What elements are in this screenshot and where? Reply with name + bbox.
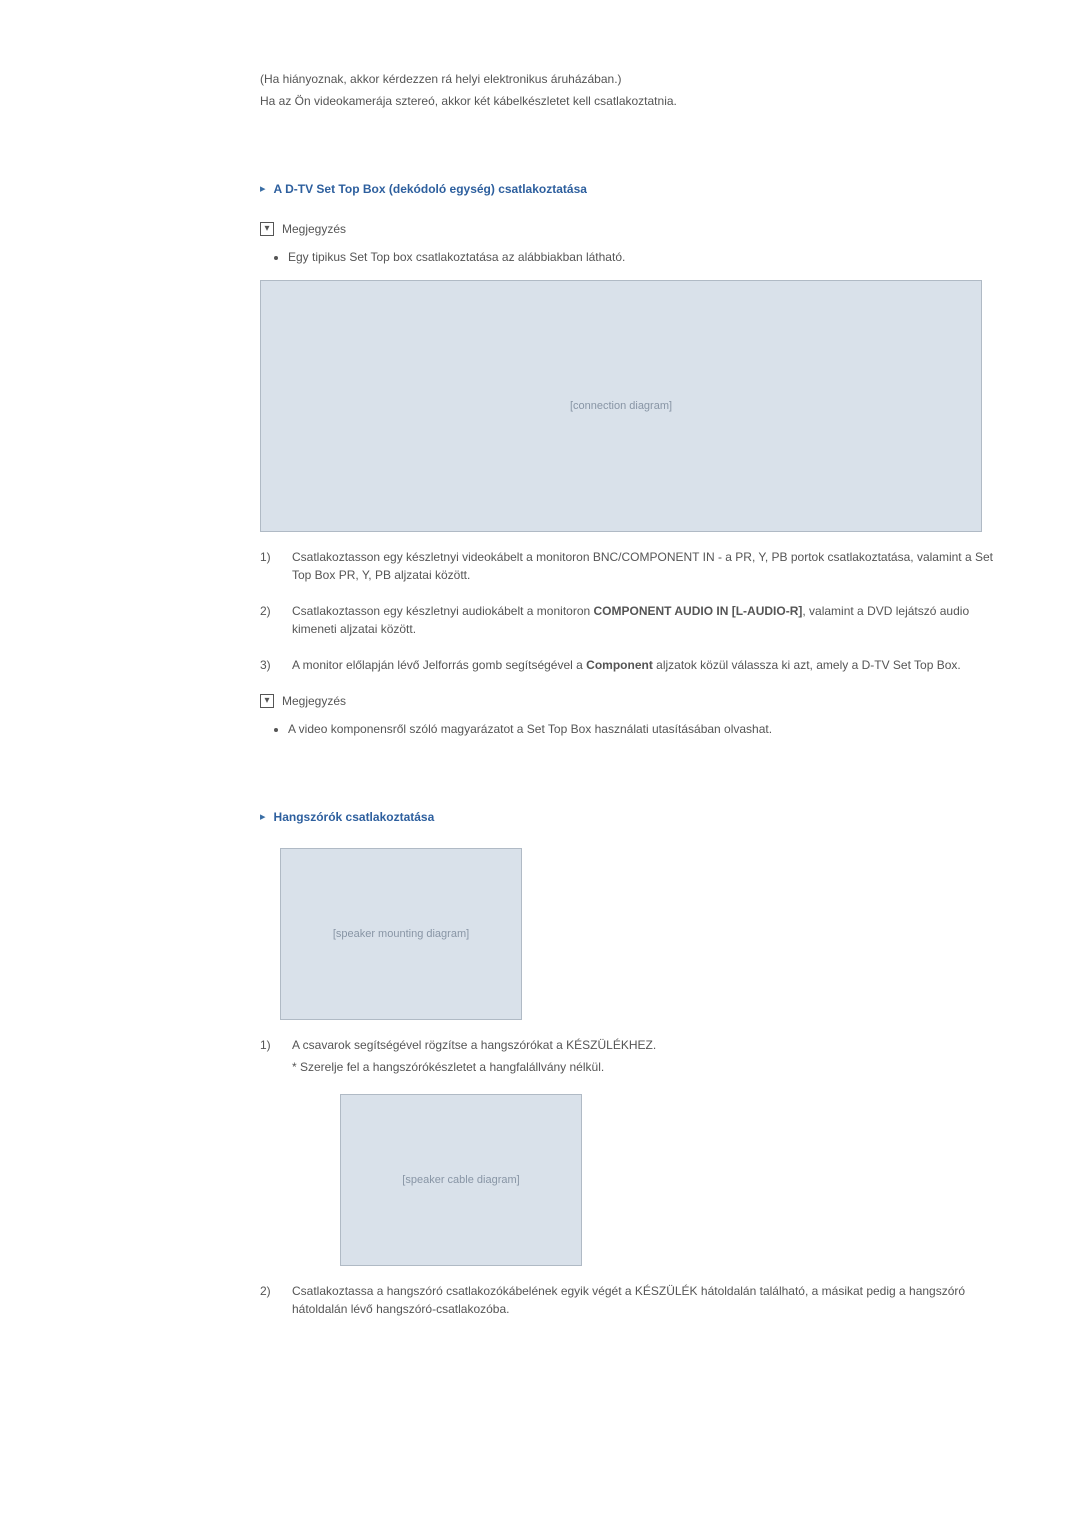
section1-bullet-list: Egy tipikus Set Top box csatlakoztatása … [260,248,1000,266]
section1-diagram: [connection diagram] [260,280,982,532]
section1-numbered-list: 1) Csatlakoztasson egy készletnyi videok… [260,548,1000,678]
section1-bullet-list-2: A video komponensről szóló magyarázatot … [260,720,1000,738]
item-line-2: * Szerelje fel a hangszórókészletet a ha… [292,1058,1000,1076]
list-item: 1) Csatlakoztasson egy készletnyi videok… [260,548,1000,588]
list-item: 2) Csatlakoztassa a hangszóró csatlakozó… [260,1282,1000,1322]
note-box-icon: ▾ [260,694,274,708]
list-item: A video komponensről szóló magyarázatot … [288,720,1000,738]
note-box-icon: ▾ [260,222,274,236]
item-number: 2) [260,602,278,620]
section2-numbered-list-2: 2) Csatlakoztassa a hangszóró csatlakozó… [260,1282,1000,1322]
item-text-before: Csatlakoztasson egy készletnyi audiokábe… [292,604,594,618]
section1-note-row: ▾ Megjegyzés [260,220,1000,238]
item-text: Csatlakoztassa a hangszóró csatlakozókáb… [292,1282,1000,1318]
section2-heading-row: ▸ Hangszórók csatlakoztatása [260,808,1000,826]
item-body: Csatlakoztasson egy készletnyi audiokábe… [292,602,1000,642]
chevron-right-icon: ▸ [260,812,266,823]
item-number: 3) [260,656,278,674]
list-item: Egy tipikus Set Top box csatlakoztatása … [288,248,1000,266]
item-text-before: A monitor előlapján lévő Jelforrás gomb … [292,658,586,672]
section1-heading-row: ▸ A D-TV Set Top Box (dekódoló egység) c… [260,180,1000,198]
diagram-alt-text: [connection diagram] [570,398,672,415]
section2-diagram-2: [speaker cable diagram] [340,1094,582,1266]
diagram-alt-text: [speaker cable diagram] [402,1172,519,1189]
section2-diagram-1: [speaker mounting diagram] [280,848,522,1020]
item-text-after: aljzatok közül válassza ki azt, amely a … [653,658,961,672]
section1-note-label: Megjegyzés [282,220,346,238]
section1-note2-label: Megjegyzés [282,692,346,710]
item-body: A monitor előlapján lévő Jelforrás gomb … [292,656,1000,678]
item-body: A csavarok segítségével rögzítse a hangs… [292,1036,1000,1080]
document-page: (Ha hiányoznak, akkor kérdezzen rá helyi… [0,0,1080,1528]
section1-heading: A D-TV Set Top Box (dekódoló egység) csa… [274,180,587,198]
intro-block: (Ha hiányoznak, akkor kérdezzen rá helyi… [260,70,1000,110]
item-number: 1) [260,1036,278,1054]
item-number: 1) [260,548,278,566]
section2-numbered-list: 1) A csavarok segítségével rögzítse a ha… [260,1036,1000,1080]
item-body: Csatlakoztasson egy készletnyi videokábe… [292,548,1000,588]
section2-heading: Hangszórók csatlakoztatása [274,808,435,826]
section1-note2-row: ▾ Megjegyzés [260,692,1000,710]
item-body: Csatlakoztassa a hangszóró csatlakozókáb… [292,1282,1000,1322]
item-text: Csatlakoztasson egy készletnyi videokábe… [292,550,993,582]
diagram-alt-text: [speaker mounting diagram] [333,926,469,943]
item-number: 2) [260,1282,278,1300]
chevron-right-icon: ▸ [260,184,266,195]
item-line-1: A csavarok segítségével rögzítse a hangs… [292,1036,1000,1054]
list-item: 2) Csatlakoztasson egy készletnyi audiok… [260,602,1000,642]
item-text-strong: Component [586,658,653,672]
intro-line-1: (Ha hiányoznak, akkor kérdezzen rá helyi… [260,70,1000,88]
list-item: 1) A csavarok segítségével rögzítse a ha… [260,1036,1000,1080]
list-item: 3) A monitor előlapján lévő Jelforrás go… [260,656,1000,678]
intro-line-2: Ha az Ön videokamerája sztereó, akkor ké… [260,92,1000,110]
item-text-strong: COMPONENT AUDIO IN [L-AUDIO-R] [594,604,803,618]
